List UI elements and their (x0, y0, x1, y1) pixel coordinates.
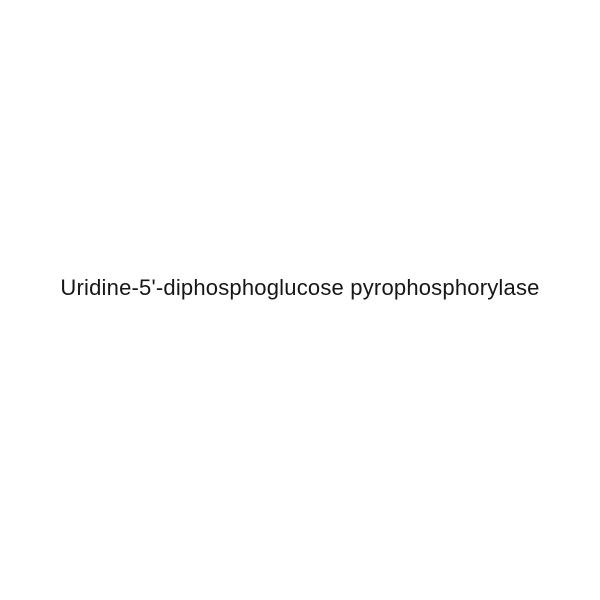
compound-name-label: Uridine-5'-diphosphoglucose pyrophosphor… (60, 275, 539, 301)
image-canvas: Uridine-5'-diphosphoglucose pyrophosphor… (0, 0, 600, 600)
